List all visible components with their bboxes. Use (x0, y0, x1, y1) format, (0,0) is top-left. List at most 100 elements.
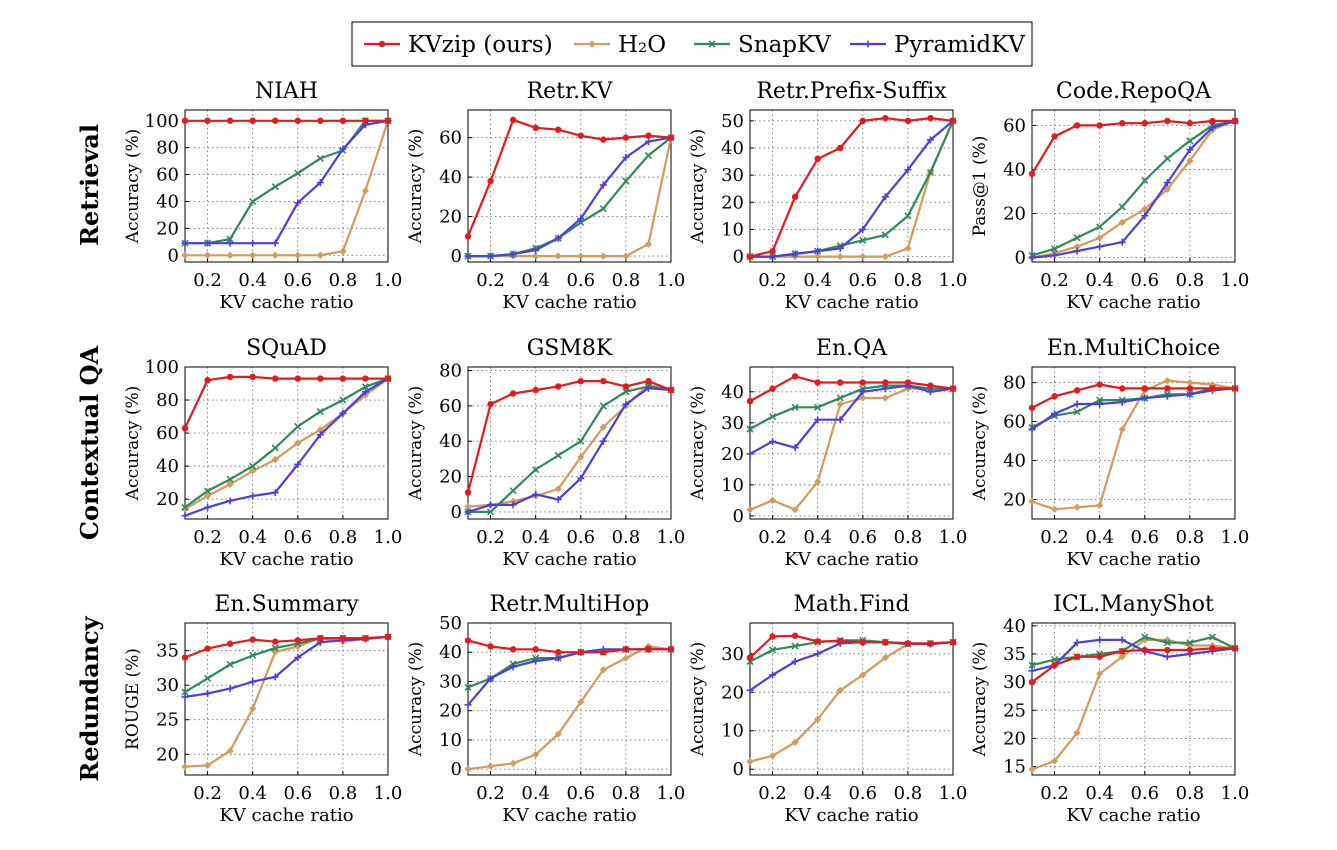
data-point-pyramidkv (554, 234, 562, 242)
x-tick-label: 0.8 (894, 783, 923, 804)
data-point-kvzip (1051, 393, 1058, 400)
y-tick-label: 0 (451, 502, 462, 523)
data-point-kvzip (272, 375, 279, 382)
data-point-snapkv (622, 388, 630, 396)
data-point-kvzip (622, 383, 630, 390)
series-h2o (1028, 636, 1239, 773)
data-point-kvzip (645, 377, 652, 385)
x-tick-label: 0.8 (329, 527, 358, 548)
plot-frame (1031, 622, 1236, 776)
data-point-h2o (1118, 218, 1126, 226)
data-point-h2o (1163, 377, 1171, 385)
data-point-kvzip (1141, 385, 1148, 392)
chart-title: Retr.MultiHop (490, 592, 650, 617)
data-point-h2o (1073, 729, 1081, 737)
data-point-h2o (249, 467, 257, 475)
y-tick-label: 40 (1003, 451, 1026, 472)
chart-niah: 0.2 0.4 0.6 0.8 1.0 0 20 40 60 80 100 NIAH KV cache … (123, 79, 402, 313)
data-point-pyramidkv (791, 444, 799, 452)
x-tick-label: 0.4 (1085, 783, 1114, 804)
data-point-kvzip (226, 117, 234, 124)
data-point-kvzip (317, 375, 324, 382)
data-point-pyramidkv (769, 437, 777, 445)
series-snapkv (464, 134, 675, 260)
data-point-kvzip (384, 375, 392, 382)
data-point-kvzip (1096, 122, 1103, 129)
series-kvzip (181, 117, 392, 124)
y-tick-label: 0 (1015, 248, 1026, 269)
chart-title: En.Summary (214, 592, 359, 617)
data-point-kvzip (464, 233, 472, 240)
data-point-pyramidkv (226, 497, 234, 505)
data-point-snapkv (1096, 223, 1104, 231)
data-point-pyramidkv (746, 450, 754, 458)
data-point-pyramidkv (1096, 243, 1104, 251)
data-point-kvzip (904, 379, 912, 386)
y-tick-label: 0 (168, 245, 179, 266)
plot-frame (1031, 366, 1236, 520)
data-point-pyramidkv (814, 247, 822, 255)
data-point-pyramidkv (814, 650, 822, 658)
data-point-kvzip (362, 635, 369, 642)
chart-math-find: 0.2 0.4 0.6 0.8 1.0 0 10 20 30 Math.Find KV cache … (688, 592, 967, 826)
y-tick-label: 40 (439, 167, 462, 188)
data-point-kvzip (882, 114, 889, 122)
data-point-pyramidkv (1141, 212, 1149, 220)
data-point-pyramidkv (204, 239, 212, 247)
data-point-kvzip (1119, 120, 1126, 127)
data-point-kvzip (532, 646, 539, 653)
data-point-kvzip (769, 633, 776, 640)
data-point-pyramidkv (294, 460, 302, 468)
data-point-pyramidkv (464, 701, 472, 709)
data-point-kvzip (181, 117, 189, 124)
series-line-kvzip (184, 375, 388, 429)
data-point-h2o (464, 765, 472, 773)
data-point-snapkv (203, 674, 212, 682)
plot-frame (749, 622, 954, 776)
y-tick-label: 30 (721, 413, 744, 434)
data-point-pyramidkv (532, 657, 540, 665)
y-axis-label: Accuracy (%) (970, 642, 990, 757)
data-point-pyramidkv (1028, 425, 1036, 433)
series-snapkv (181, 633, 392, 696)
legend-entry-snapkv: SnapKV (694, 32, 831, 58)
y-tick-label: 40 (156, 191, 179, 212)
data-point-kvzip (362, 375, 369, 382)
y-axis-label: Accuracy (%) (406, 129, 426, 244)
series-snapkv (464, 382, 675, 516)
data-point-kvzip (317, 635, 324, 642)
x-tick-label: 0.4 (238, 783, 267, 804)
data-point-h2o (622, 654, 630, 662)
y-tick-label: 80 (156, 390, 179, 411)
data-point-kvzip (1209, 117, 1216, 125)
data-point-snapkv (1141, 176, 1149, 185)
y-tick-label: 100 (145, 111, 179, 132)
series-pyramidkv (1028, 636, 1239, 675)
y-tick-label: 40 (721, 138, 744, 159)
data-point-h2o (1096, 234, 1104, 242)
legend-label-h2o: H₂O (618, 32, 666, 58)
data-point-snapkv (791, 642, 799, 650)
data-point-kvzip (487, 177, 494, 185)
data-point-pyramidkv (1096, 400, 1104, 408)
data-point-pyramidkv (1051, 251, 1059, 259)
series-line-pyramidkv (184, 635, 389, 698)
x-tick-label: 0.6 (566, 527, 595, 548)
data-point-kvzip (814, 379, 821, 386)
data-point-pyramidkv (622, 400, 630, 408)
series-snapkv (181, 117, 392, 247)
data-point-h2o (1028, 497, 1036, 506)
y-tick-label: 20 (156, 744, 179, 765)
series-line-kvzip (749, 634, 954, 659)
data-point-pyramidkv (859, 225, 867, 233)
y-axis-label: Accuracy (%) (123, 386, 143, 501)
data-point-h2o (181, 251, 189, 259)
y-tick-label: 10 (721, 219, 744, 240)
data-point-snapkv (181, 503, 189, 512)
data-point-kvzip (532, 124, 539, 131)
series-line-kvzip (1031, 647, 1235, 683)
data-point-kvzip (249, 117, 256, 124)
data-point-snapkv (746, 425, 754, 433)
data-point-pyramidkv (859, 388, 867, 396)
series-line-kvzip (749, 116, 954, 258)
